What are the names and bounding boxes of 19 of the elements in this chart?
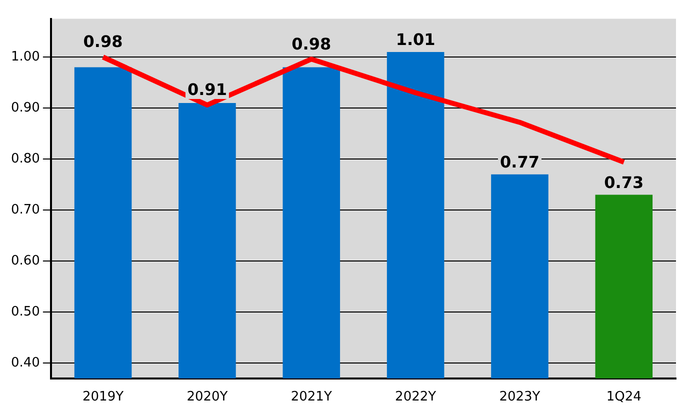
y-tick-label: 1.00 xyxy=(10,49,40,64)
data-label: 0.91 xyxy=(187,80,227,100)
y-tick-label: 0.40 xyxy=(10,355,40,370)
x-tick-label: 2021Y xyxy=(290,390,332,405)
data-label: 1.01 xyxy=(396,30,436,50)
x-tick-label: 1Q24 xyxy=(606,390,642,405)
y-tick-label: 0.90 xyxy=(10,100,40,116)
y-tick-label: 0.80 xyxy=(10,151,40,166)
y-tick-label: 0.70 xyxy=(10,202,40,218)
data-label: 0.98 xyxy=(292,34,332,54)
x-tick-label: 2019Y xyxy=(82,390,124,405)
x-tick-label: 2020Y xyxy=(186,390,228,405)
data-label: 0.73 xyxy=(604,172,644,192)
x-tick-label: 2022Y xyxy=(395,390,436,405)
data-label: 0.98 xyxy=(83,32,123,52)
x-tick-label: 2023Y xyxy=(499,390,540,405)
data-label: 0.77 xyxy=(500,152,540,172)
y-tick-label: 0.50 xyxy=(10,304,40,320)
y-tick-label: 0.60 xyxy=(10,253,40,268)
